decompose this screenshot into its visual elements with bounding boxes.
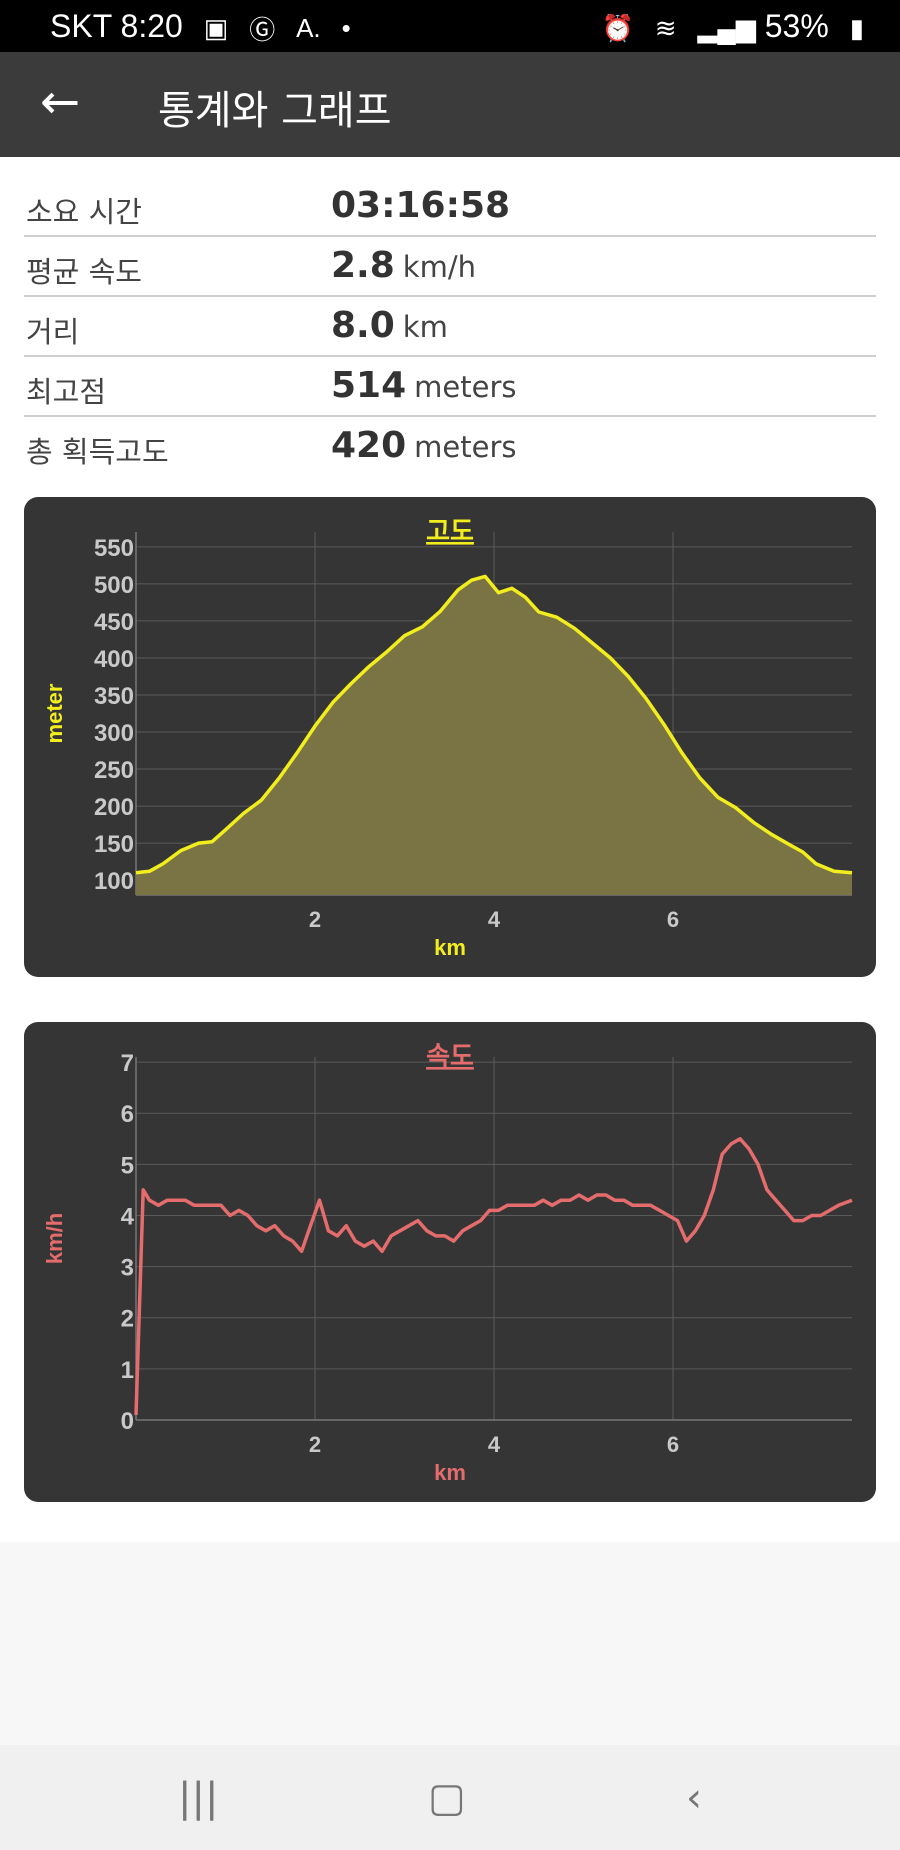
stat-value: 2.8 km/h: [331, 245, 476, 286]
stat-number: 03:16:58: [331, 185, 511, 226]
y-tick-label: 3: [121, 1255, 134, 1282]
series-line: [134, 1137, 853, 1415]
x-tick-label: 2: [309, 1432, 321, 1457]
status-bar: SKT 8:20 ▣ Ⓖ A. • ⏰ ≋ ▂▄▆ 53% ▮: [0, 0, 900, 52]
signal-icon: ▂▄▆: [697, 13, 756, 44]
x-tick-label: 4: [488, 907, 501, 932]
y-tick-label: 300: [94, 720, 134, 747]
y-tick-label: 5: [121, 1152, 134, 1179]
battery-icon: ▮: [849, 13, 864, 44]
y-tick-label: 0: [121, 1408, 134, 1435]
x-tick-label: 4: [488, 1432, 501, 1457]
stat-unit: meters: [414, 370, 517, 404]
altitude-chart-card: 100 150 200 250 300 350 400 450 500 550 2 4 6 고도 km met…: [24, 497, 876, 977]
stats-content: 소요 시간 03:16:58 평균 속도 2.8 km/h 거리 8.0 km 최고…: [0, 157, 900, 1542]
battery-percent: 53%: [764, 8, 829, 44]
alarm-icon: ⏰: [601, 13, 634, 44]
stat-label: 소요 시간: [26, 195, 142, 229]
stat-value: 420 meters: [331, 425, 517, 466]
y-tick-label: 1: [121, 1357, 134, 1384]
y-tick-label: 450: [94, 609, 134, 636]
stat-label: 최고점: [26, 375, 107, 409]
status-left: SKT 8:20 ▣ Ⓖ A. •: [50, 8, 351, 47]
stat-unit: km/h: [402, 250, 476, 284]
dot-icon: •: [341, 13, 351, 44]
stat-value: 8.0 km: [331, 305, 448, 346]
x-axis-label: km: [434, 1460, 466, 1485]
stats-table: 소요 시간 03:16:58 평균 속도 2.8 km/h 거리 8.0 km 최고…: [24, 177, 876, 475]
stat-number: 420: [331, 425, 407, 466]
x-tick-label: 6: [667, 1432, 679, 1457]
y-tick-label: 200: [94, 794, 134, 821]
back-nav-icon[interactable]: ‹: [686, 1775, 702, 1821]
stat-row-elevation-gain: 총 획득고도 420 meters: [24, 417, 876, 475]
back-arrow-icon[interactable]: ←: [40, 74, 81, 130]
y-tick-label: 350: [94, 683, 134, 710]
altitude-chart: 100 150 200 250 300 350 400 450 500 550 2 4 6 고도 km met…: [42, 516, 853, 960]
speed-chart-card: 0 1 2 3 4 5 6 7 2 4 6 속도 km km/h: [24, 1022, 876, 1502]
y-tick-label: 550: [94, 535, 134, 562]
stat-value: 03:16:58: [331, 185, 518, 226]
x-tick-label: 6: [667, 907, 679, 932]
y-tick-label: 100: [94, 868, 134, 895]
a-icon: A.: [296, 13, 321, 44]
stat-unit: meters: [414, 430, 517, 464]
y-tick-label: 400: [94, 646, 134, 673]
stat-row-distance: 거리 8.0 km: [24, 297, 876, 357]
series-line: [135, 574, 853, 875]
stat-number: 8.0: [331, 305, 395, 346]
page-title: 통계와 그래프: [158, 88, 392, 134]
x-axis-label: km: [434, 935, 466, 960]
stat-row-avg-speed: 평균 속도 2.8 km/h: [24, 237, 876, 297]
y-tick-label: 6: [121, 1101, 134, 1128]
y-tick-label: 150: [94, 831, 134, 858]
gallery-icon: ▣: [203, 13, 229, 44]
series-area: [136, 576, 852, 895]
y-tick-label: 7: [121, 1050, 134, 1077]
wifi-icon: ≋: [654, 13, 677, 44]
stat-row-duration: 소요 시간 03:16:58: [24, 177, 876, 237]
stat-value: 514 meters: [331, 365, 517, 406]
y-tick-label: 250: [94, 757, 134, 784]
home-icon[interactable]: ▢: [428, 1775, 466, 1821]
recent-apps-icon[interactable]: |||: [178, 1775, 219, 1821]
y-tick-label: 4: [121, 1203, 135, 1230]
stat-label: 평균 속도: [26, 255, 142, 289]
y-axis-label: km/h: [42, 1213, 67, 1264]
stat-number: 2.8: [331, 245, 395, 286]
stat-label: 거리: [26, 315, 80, 349]
g-icon: Ⓖ: [249, 15, 276, 46]
y-tick-label: 2: [121, 1306, 134, 1333]
stat-unit: km: [402, 310, 448, 344]
system-nav-bar: ||| ▢ ‹: [0, 1745, 900, 1850]
y-axis-label: meter: [42, 683, 67, 743]
clock: 8:20: [120, 8, 183, 44]
stat-row-highest: 최고점 514 meters: [24, 357, 876, 417]
status-right: ⏰ ≋ ▂▄▆ 53% ▮: [589, 8, 864, 45]
stat-number: 514: [331, 365, 407, 406]
app-bar: ← 통계와 그래프: [0, 52, 900, 157]
stat-label: 총 획득고도: [26, 435, 169, 469]
chart-title: 고도: [426, 516, 474, 546]
speed-chart: 0 1 2 3 4 5 6 7 2 4 6 속도 km km/h: [42, 1041, 853, 1485]
x-tick-label: 2: [309, 907, 321, 932]
chart-title: 속도: [426, 1041, 474, 1071]
y-tick-label: 500: [94, 572, 134, 599]
carrier-label: SKT: [50, 8, 112, 44]
